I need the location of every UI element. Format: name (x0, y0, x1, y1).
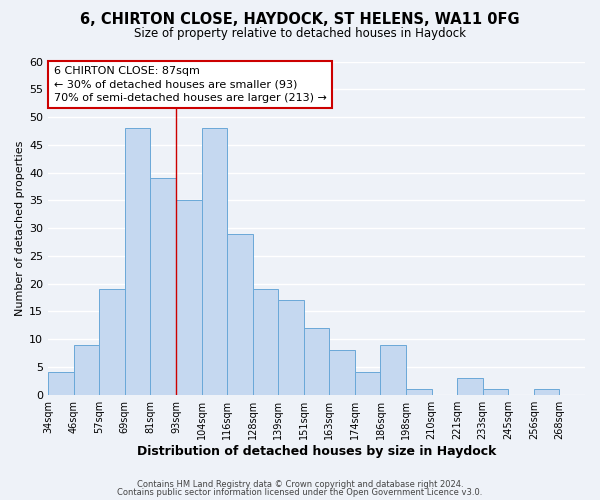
Bar (227, 234, 253, 394)
Bar (380, 344, 406, 395)
Bar (278, 300, 304, 394)
Bar (304, 328, 329, 394)
X-axis label: Distribution of detached houses by size in Haydock: Distribution of detached houses by size … (137, 444, 496, 458)
Text: 6, CHIRTON CLOSE, HAYDOCK, ST HELENS, WA11 0FG: 6, CHIRTON CLOSE, HAYDOCK, ST HELENS, WA… (80, 12, 520, 28)
Text: 6 CHIRTON CLOSE: 87sqm
← 30% of detached houses are smaller (93)
70% of semi-det: 6 CHIRTON CLOSE: 87sqm ← 30% of detached… (53, 66, 326, 103)
Bar (355, 372, 380, 394)
Bar (457, 378, 483, 394)
Text: Size of property relative to detached houses in Haydock: Size of property relative to detached ho… (134, 28, 466, 40)
Text: Contains HM Land Registry data © Crown copyright and database right 2024.: Contains HM Land Registry data © Crown c… (137, 480, 463, 489)
Bar (74, 344, 99, 395)
Bar (534, 389, 559, 394)
Bar (329, 350, 355, 395)
Bar (253, 289, 278, 395)
Bar (176, 200, 202, 394)
Y-axis label: Number of detached properties: Number of detached properties (15, 140, 25, 316)
Bar (125, 128, 151, 394)
Text: Contains public sector information licensed under the Open Government Licence v3: Contains public sector information licen… (118, 488, 482, 497)
Bar (483, 389, 508, 394)
Bar (406, 389, 431, 394)
Bar (151, 178, 176, 394)
Bar (99, 289, 125, 395)
Bar (202, 128, 227, 394)
Bar (48, 372, 74, 394)
